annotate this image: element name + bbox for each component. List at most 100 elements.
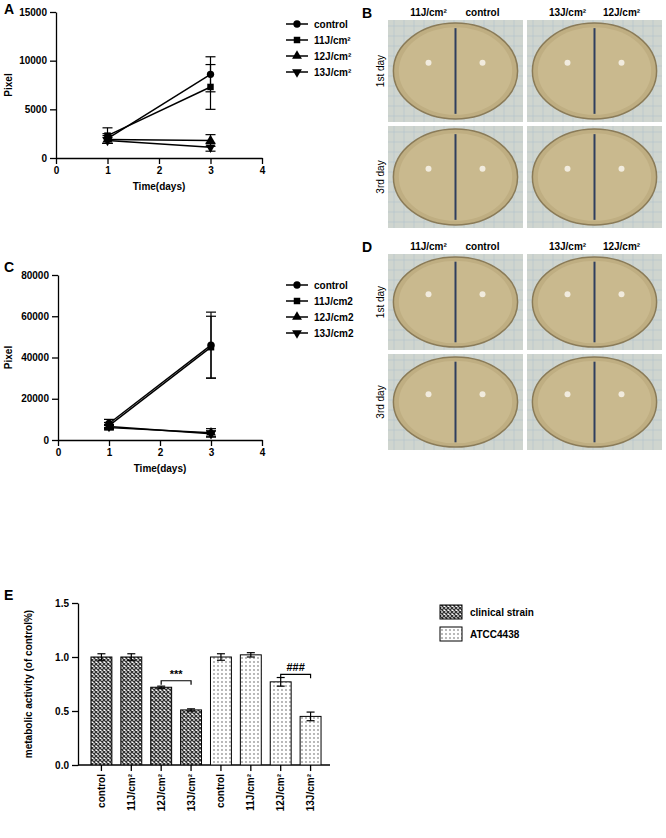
dish <box>532 129 656 225</box>
tick: 11J/cm² <box>245 765 256 811</box>
error-cap <box>97 653 105 654</box>
photo-panel: B11J/cm²control13J/cm²12J/cm²1st day3rd … <box>362 5 662 228</box>
bar <box>270 682 291 765</box>
dish <box>393 357 517 447</box>
tick-mark <box>56 158 57 164</box>
colony <box>480 291 486 297</box>
dish <box>532 257 656 347</box>
column-label: 13J/cm² <box>549 7 587 18</box>
dish-photo <box>388 354 523 450</box>
tick: 2 <box>158 440 164 458</box>
error-stem <box>220 654 221 660</box>
axis-line <box>56 13 57 159</box>
line-chart-panel: C02000040000600008000001234Time(days)Pix… <box>3 259 354 474</box>
colony <box>426 166 432 172</box>
tick-label: 1 <box>105 165 111 176</box>
legend-entry: 12J/cm² <box>286 50 352 61</box>
error-cap <box>307 720 315 721</box>
tick-mark <box>250 765 251 771</box>
error-stem <box>280 678 281 687</box>
marker <box>207 84 213 90</box>
tick: 12J/cm² <box>156 765 167 811</box>
photo-background <box>527 20 662 122</box>
tick-mark <box>161 765 162 771</box>
tick-mark <box>52 440 58 441</box>
dish <box>393 129 517 225</box>
error-cap <box>206 143 216 144</box>
dish-photo <box>527 254 662 350</box>
legend: control11J/cm212J/cm213J/cm2 <box>286 280 354 339</box>
error-cap <box>206 64 216 65</box>
tick-label: 5000 <box>25 104 48 115</box>
xticks-axis: 01234 <box>56 440 266 458</box>
legend-label: 12J/cm2 <box>314 312 354 323</box>
tick-mark <box>72 711 78 712</box>
tick-mark <box>211 440 212 446</box>
tick: 80000 <box>21 270 58 281</box>
dish-divider <box>455 362 457 443</box>
xticks-axis: 01234 <box>54 158 266 176</box>
error-cap <box>206 378 216 379</box>
dish-divider <box>594 362 596 443</box>
marker <box>104 424 114 433</box>
column-label: control <box>466 7 500 18</box>
column-label: 11J/cm² <box>410 241 447 252</box>
dish-agar <box>399 27 512 115</box>
y-axis-title: Pixel <box>3 346 14 370</box>
tick: 12J/cm² <box>275 765 286 811</box>
colony <box>480 166 486 172</box>
legend-entry: 11J/cm² <box>286 35 351 46</box>
tick-label: 40000 <box>21 352 49 363</box>
tick-mark <box>159 158 160 164</box>
dish <box>532 23 656 119</box>
dish-divider <box>594 134 596 220</box>
series-line <box>109 345 211 423</box>
colony <box>619 60 625 66</box>
tick-mark <box>280 765 281 771</box>
colony <box>426 291 432 297</box>
error-bar <box>157 686 165 688</box>
tick-mark <box>131 765 132 771</box>
legend-label: ATCC4438 <box>470 629 520 640</box>
legend-marker <box>292 50 302 59</box>
tick-label: 0.0 <box>55 760 69 771</box>
y-axis-title: Pixel <box>3 73 14 97</box>
colony <box>619 291 625 297</box>
tick-label: 12J/cm² <box>275 773 286 811</box>
panel-label: D <box>362 239 372 255</box>
row-label: 3rd day <box>375 385 386 418</box>
legend-label: control <box>314 280 348 291</box>
tick: 15000 <box>19 7 56 18</box>
dish-agar <box>399 361 512 444</box>
legend-marker <box>294 37 300 43</box>
series-line <box>109 427 211 434</box>
colony <box>565 60 571 66</box>
error-cap <box>187 710 195 711</box>
axis-line <box>58 276 59 441</box>
dish <box>532 357 656 447</box>
dish-photo <box>388 20 523 122</box>
dish-divider <box>455 28 457 114</box>
annotation-text: ### <box>286 661 304 673</box>
legend-entry: ATCC4438 <box>440 627 520 641</box>
series <box>91 654 202 765</box>
legend-swatch <box>440 605 462 619</box>
error-bar <box>217 654 225 660</box>
row-label: 1st day <box>375 55 386 87</box>
colony <box>619 166 625 172</box>
tick-mark <box>58 440 59 446</box>
tick: 4 <box>260 158 266 176</box>
tick: 0 <box>43 435 58 446</box>
error-cap <box>187 708 195 709</box>
bar <box>151 687 172 765</box>
tick-label: 0 <box>56 447 62 458</box>
tick-mark <box>160 440 161 446</box>
panel-label: E <box>4 587 13 603</box>
tick-mark <box>101 765 102 771</box>
x-axis: control11J/cm²12J/cm²13J/cm²control11J/c… <box>78 765 330 811</box>
photo-background <box>388 254 523 350</box>
error-cap <box>217 660 225 661</box>
dish-agar <box>538 261 651 344</box>
error-cap <box>277 686 285 687</box>
bar <box>300 716 321 765</box>
